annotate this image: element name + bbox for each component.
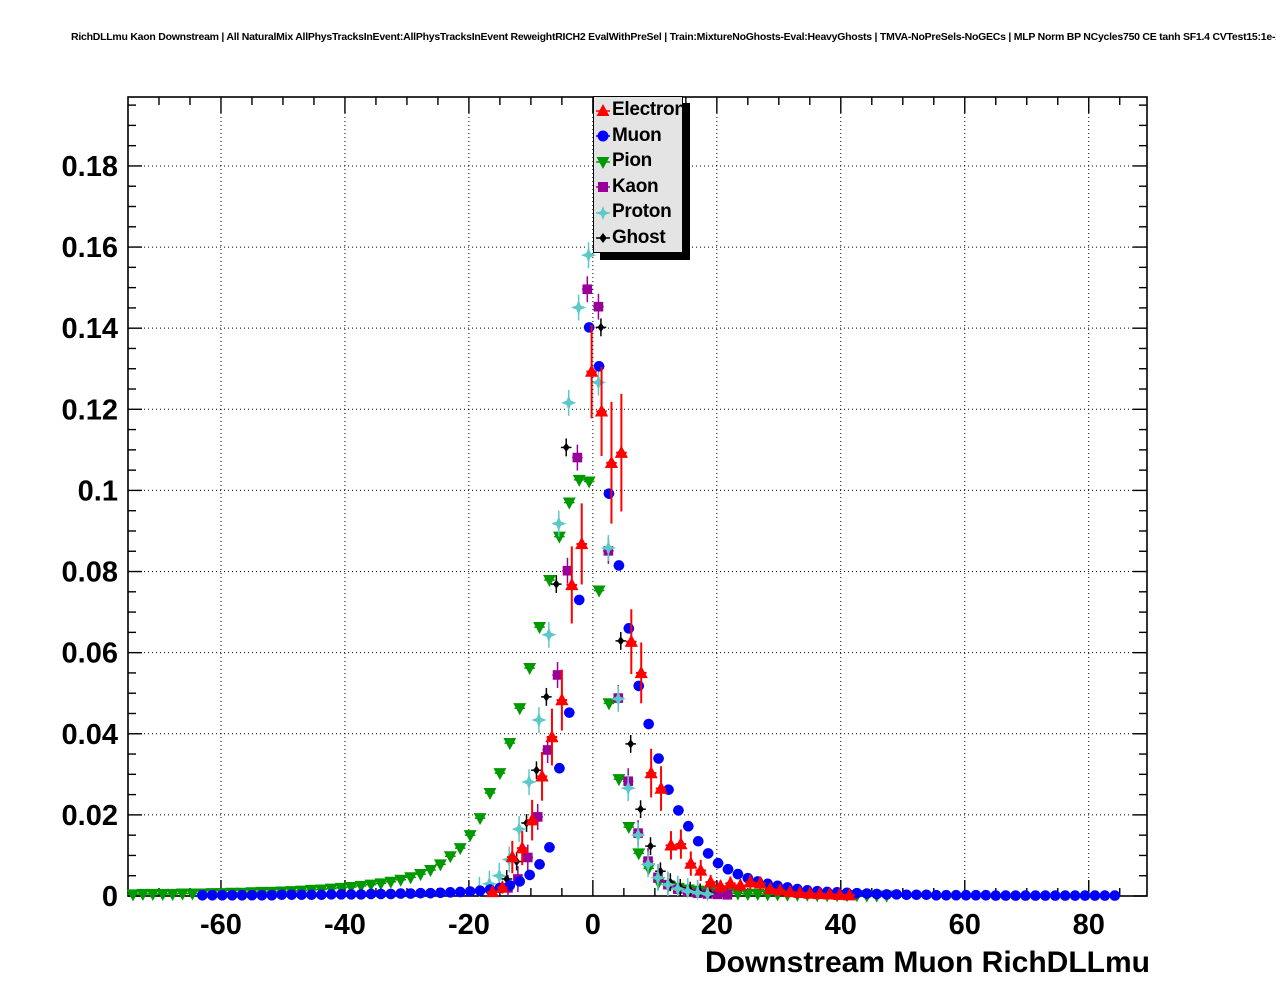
x-tick-label: -60 [200,909,242,941]
legend-label: Ghost [612,226,666,248]
legend-item-kaon[interactable]: Kaon [594,174,682,200]
y-tick-label: 0.16 [62,232,118,264]
y-tick-label: 0.06 [62,638,118,670]
x-axis-tick-labels: -60 -40 -20 0 20 40 60 80 [200,909,1105,941]
x-tick-label: 60 [949,909,981,941]
legend-item-proton[interactable]: Proton [594,199,682,225]
series-kaon [502,276,733,900]
legend-item-muon[interactable]: Muon [594,123,682,149]
legend-item-electron[interactable]: Electron [594,97,686,123]
legend[interactable]: Electron Muon Pion Kaon Proton Ghost [593,96,686,253]
ghost-marker-icon [596,233,610,244]
muon-marker-icon [596,130,610,142]
legend-item-ghost[interactable]: Ghost [594,225,682,251]
y-tick-label: 0.04 [62,719,118,751]
x-tick-label: -40 [324,909,366,941]
plot-title: RichDLLmu Kaon Downstream | All NaturalM… [71,31,1276,43]
x-tick-label: 0 [585,909,601,941]
series-pion [126,474,894,903]
legend-label: Proton [612,201,672,223]
y-tick-label: 0.12 [62,394,118,426]
pion-marker-icon [596,156,610,169]
x-tick-label: 40 [825,909,857,941]
proton-marker-icon [596,205,610,220]
x-axis-title: Downstream Muon RichDLLmu [704,946,1150,979]
series-proton [471,242,716,902]
legend-label: Kaon [612,175,659,197]
x-tick-label: 80 [1073,909,1105,941]
legend-label: Pion [612,150,652,172]
legend-item-pion[interactable]: Pion [594,148,682,174]
series-muon [197,322,1121,901]
electron-marker-icon [596,103,610,116]
y-axis-tick-labels: 0 0.02 0.04 0.06 0.08 0.1 0.12 0.14 0.16 0.18 [62,151,118,913]
y-tick-label: 0.18 [62,151,118,183]
legend-label: Electron [612,99,686,121]
legend-label: Muon [612,124,662,146]
kaon-marker-icon [596,182,610,193]
y-tick-label: 0.02 [62,800,118,832]
y-tick-label: 0.08 [62,557,118,589]
y-tick-label: 0.14 [62,313,118,345]
x-tick-label: 20 [701,909,733,941]
y-tick-label: 0 [102,881,118,913]
series-electron [485,324,857,901]
x-tick-label: -20 [448,909,490,941]
y-tick-label: 0.1 [78,475,118,507]
